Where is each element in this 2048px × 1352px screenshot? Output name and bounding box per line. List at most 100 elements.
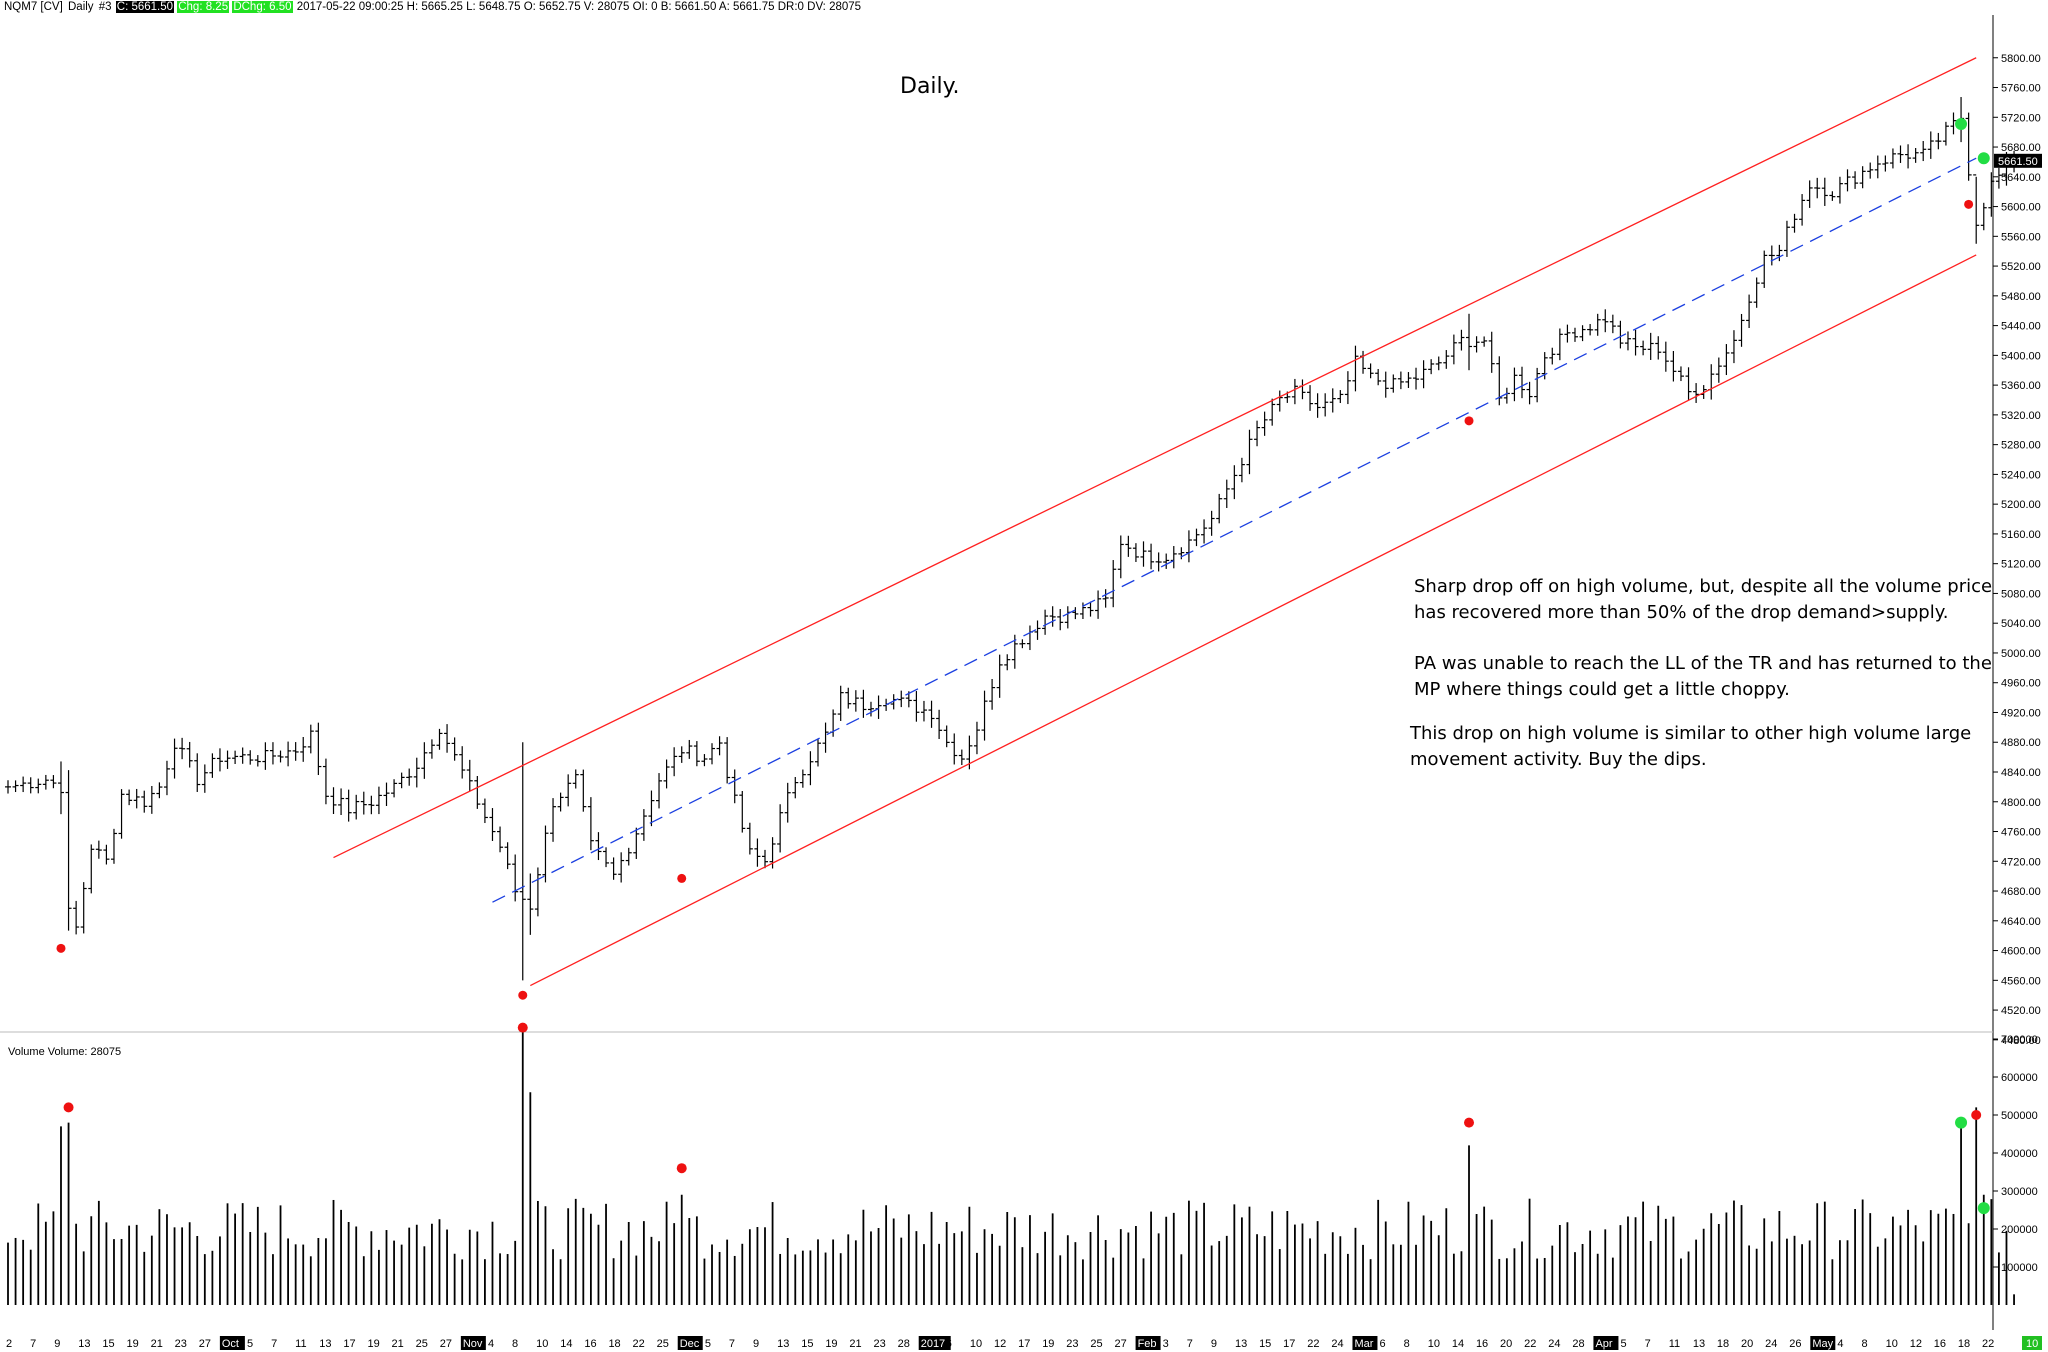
header-chart-no: #3 (98, 1, 112, 13)
x-axis-tick-label: 12 (994, 1338, 1006, 1350)
x-axis-month-box (1135, 1336, 1161, 1350)
x-axis-tick-label: 23 (175, 1338, 187, 1350)
x-axis-tick-label: 21 (151, 1338, 163, 1350)
x-axis-tick-label: 21 (849, 1338, 861, 1350)
note-line: movement activity. Buy the dips. (1410, 749, 1707, 770)
volume-axis-label: 400000 (2001, 1148, 2038, 1160)
x-axis-tick-label: 17 (1018, 1338, 1030, 1350)
x-axis-tick-label: 17 (343, 1338, 355, 1350)
x-axis-month-label: May (1812, 1338, 1833, 1350)
price-marker-dot (1964, 199, 1974, 209)
x-axis-month-label: Mar (1354, 1338, 1373, 1350)
price-axis-label: 4520.00 (2001, 1005, 2041, 1017)
price-axis-label: 5480.00 (2001, 291, 2041, 303)
channel-upper-line (333, 57, 1977, 859)
price-axis-label: 4680.00 (2001, 886, 2041, 898)
price-axis-label: 5640.00 (2001, 172, 2041, 184)
price-axis-label: 5320.00 (2001, 410, 2041, 422)
price-axis-label: 5280.00 (2001, 440, 2041, 452)
price-axis-label: 4600.00 (2001, 946, 2041, 958)
x-axis-month-label: Dec (680, 1338, 700, 1350)
x-axis-tick-label: 19 (1042, 1338, 1054, 1350)
x-axis-tick-label: 15 (801, 1338, 813, 1350)
x-axis-tick-label: 27 (440, 1338, 452, 1350)
price-marker-dot (1977, 152, 1990, 165)
x-axis-tick-label: 7 (1187, 1338, 1193, 1350)
x-axis-tick-label: 5 (247, 1338, 253, 1350)
x-axis-tick-label: 8 (512, 1338, 518, 1350)
x-axis-tick-label: 21 (392, 1338, 404, 1350)
volume-marker-dot (1971, 1110, 1982, 1120)
header-daily-change: DChg: 6.50 (232, 1, 293, 13)
x-axis-tick-label: 10 (1886, 1338, 1898, 1350)
x-axis-tick-label: 24 (1331, 1338, 1343, 1350)
x-axis-tick-label: 17 (1283, 1338, 1295, 1350)
x-axis-tick-label: 27 (1114, 1338, 1126, 1350)
volume-pane-label: Volume Volume: 28075 (8, 1046, 122, 1058)
x-axis-tick-label: 24 (1548, 1338, 1560, 1350)
x-axis-tick-label: 22 (1982, 1338, 1994, 1350)
x-axis-tick-label: 19 (367, 1338, 379, 1350)
x-axis-tick-label: 19 (126, 1338, 138, 1350)
x-axis-tick-label: 23 (874, 1338, 886, 1350)
x-axis-tick-label: 4 (1837, 1338, 1843, 1350)
x-axis-month-box (1593, 1336, 1619, 1350)
note-line: MP where things could get a little chopp… (1414, 679, 1790, 700)
note-line: has recovered more than 50% of the drop … (1414, 602, 1949, 623)
x-axis-tick-label: 16 (1934, 1338, 1946, 1350)
price-axis-label: 5400.00 (2001, 350, 2041, 362)
volume-marker-dot (676, 1163, 687, 1174)
price-axis-label: 5720.00 (2001, 112, 2041, 124)
price-axis-label: 4480.00 (2001, 1035, 2041, 1047)
x-axis-month-label: 2017 (921, 1338, 945, 1350)
price-axis-label: 5800.00 (2001, 53, 2041, 65)
x-axis-tick-label: 8 (1862, 1338, 1868, 1350)
price-axis-label: 5560.00 (2001, 231, 2041, 243)
x-axis-month-label: Nov (463, 1338, 483, 1350)
x-axis-tick-label: 15 (1259, 1338, 1271, 1350)
x-axis-tick-label: 11 (295, 1338, 306, 1350)
x-axis-tick-label: 14 (1452, 1338, 1464, 1350)
x-axis-tick-label: 15 (102, 1338, 114, 1350)
x-axis-tick-label: 9 (1211, 1338, 1217, 1350)
price-axis-label: 5680.00 (2001, 142, 2041, 154)
x-axis-tick-label: 22 (1524, 1338, 1536, 1350)
price-axis-label: 4800.00 (2001, 797, 2041, 809)
x-axis-tick-label: 25 (1090, 1338, 1102, 1350)
header-stats: 2017-05-22 09:00:25 H: 5665.25 L: 5648.7… (296, 1, 862, 13)
price-axis-label: 4960.00 (2001, 678, 2041, 690)
x-axis-tick-label: 6 (1380, 1338, 1386, 1350)
header-close: C: 5661.50 (115, 1, 175, 13)
price-axis-label: 5520.00 (2001, 261, 2041, 273)
bottom-right-box (2022, 1336, 2042, 1350)
x-axis-tick-label: 27 (199, 1338, 211, 1350)
volume-axis-label: 300000 (2001, 1186, 2038, 1198)
price-axis-label: 4640.00 (2001, 916, 2041, 928)
volume-axis-label: 500000 (2001, 1110, 2038, 1122)
price-axis-label: 4840.00 (2001, 767, 2041, 779)
x-axis-tick-label: 13 (1693, 1338, 1705, 1350)
x-axis-tick-label: 11 (1669, 1338, 1680, 1350)
price-axis-label: 5080.00 (2001, 588, 2041, 600)
volume-marker-dot (1977, 1202, 1990, 1215)
x-axis-tick-label: 14 (560, 1338, 572, 1350)
price-marker-dot (56, 943, 66, 953)
note-line: Sharp drop off on high volume, but, desp… (1414, 576, 1993, 597)
x-axis-tick-label: 6 (946, 1338, 952, 1350)
x-axis-month-box (918, 1336, 951, 1350)
x-axis-tick-label: 7 (1645, 1338, 1651, 1350)
price-axis-label: 5360.00 (2001, 380, 2041, 392)
x-axis-month-box (460, 1336, 486, 1350)
price-marker-dot (1464, 416, 1474, 426)
x-axis-tick-label: 10 (1428, 1338, 1440, 1350)
note-line: This drop on high volume is similar to o… (1410, 723, 1972, 744)
x-axis-tick-label: 10 (536, 1338, 548, 1350)
x-axis-tick-label: 26 (1789, 1338, 1801, 1350)
x-axis-tick-label: 16 (1476, 1338, 1488, 1350)
x-axis-tick-label: 5 (1621, 1338, 1627, 1350)
x-axis-tick-label: 9 (753, 1338, 759, 1350)
x-axis-tick-label: 5 (705, 1338, 711, 1350)
x-axis-tick-label: 7 (30, 1338, 36, 1350)
price-axis-label: 4720.00 (2001, 856, 2041, 868)
